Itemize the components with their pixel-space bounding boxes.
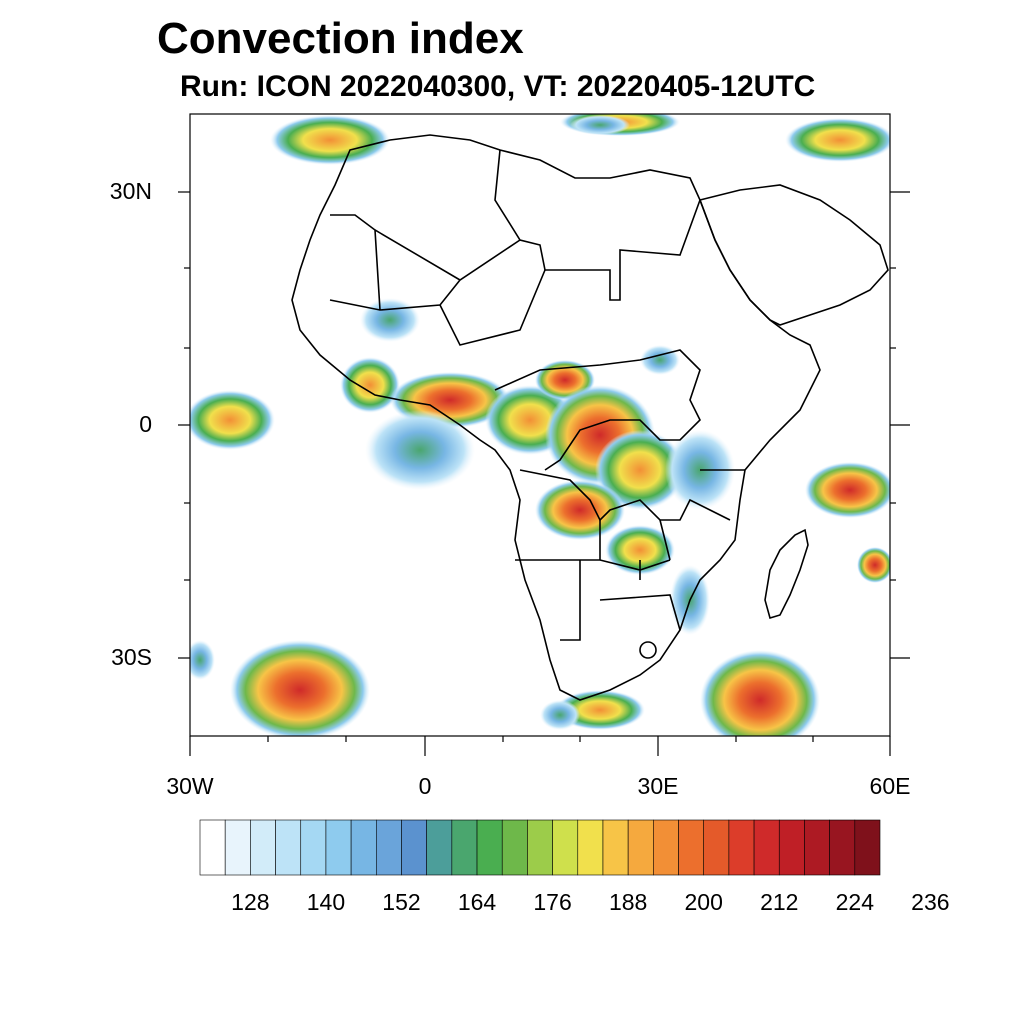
colorbar-swatch — [578, 820, 603, 875]
chart-title: Convection index — [157, 14, 524, 64]
colorbar-swatch — [653, 820, 678, 875]
colorbar-swatch — [679, 820, 704, 875]
colorbar-swatch — [754, 820, 779, 875]
lat-label: 30N — [72, 178, 152, 205]
lat-label: 30S — [72, 644, 152, 671]
lat-label: 0 — [72, 411, 152, 438]
colorbar — [200, 820, 880, 875]
lon-label: 60E — [845, 773, 935, 800]
colorbar-tick-label: 224 — [825, 889, 885, 916]
colorbar-swatch — [628, 820, 653, 875]
colorbar-swatch — [779, 820, 804, 875]
lon-label: 30W — [145, 773, 235, 800]
lon-label: 0 — [380, 773, 470, 800]
colorbar-swatch — [401, 820, 426, 875]
colorbar-tick-label: 140 — [296, 889, 356, 916]
colorbar-swatch — [452, 820, 477, 875]
colorbar-tick-label: 152 — [371, 889, 431, 916]
colorbar-tick-label: 212 — [749, 889, 809, 916]
colorbar-swatch — [276, 820, 301, 875]
lesotho-border — [640, 642, 656, 658]
colorbar-swatch — [704, 820, 729, 875]
colorbar-tick-label: 128 — [220, 889, 280, 916]
arabia-coastline — [700, 185, 888, 325]
colorbar-tick-label: 188 — [598, 889, 658, 916]
border-north — [495, 150, 700, 300]
colorbar-swatch — [200, 820, 225, 875]
colorbar-tick-label: 200 — [674, 889, 734, 916]
colorbar-swatch — [301, 820, 326, 875]
colorbar-swatch — [830, 820, 855, 875]
colorbar-tick-label: 176 — [523, 889, 583, 916]
map-figure — [0, 0, 1024, 1024]
colorbar-swatch — [427, 820, 452, 875]
colorbar-swatch — [326, 820, 351, 875]
convection-field — [185, 108, 895, 750]
colorbar-swatch — [250, 820, 275, 875]
colorbar-tick-label: 236 — [900, 889, 960, 916]
colorbar-swatch — [729, 820, 754, 875]
colorbar-swatch — [225, 820, 250, 875]
lon-label: 30E — [613, 773, 703, 800]
colorbar-swatch — [477, 820, 502, 875]
colorbar-swatch — [351, 820, 376, 875]
colorbar-swatch — [553, 820, 578, 875]
colorbar-tick-label: 164 — [447, 889, 507, 916]
madagascar-coastline — [765, 530, 808, 618]
colorbar-swatch — [502, 820, 527, 875]
colorbar-swatch — [527, 820, 552, 875]
colorbar-swatch — [855, 820, 880, 875]
colorbar-swatch — [376, 820, 401, 875]
chart-subtitle: Run: ICON 2022040300, VT: 20220405-12UTC — [180, 70, 815, 104]
colorbar-swatch — [603, 820, 628, 875]
colorbar-swatch — [804, 820, 829, 875]
